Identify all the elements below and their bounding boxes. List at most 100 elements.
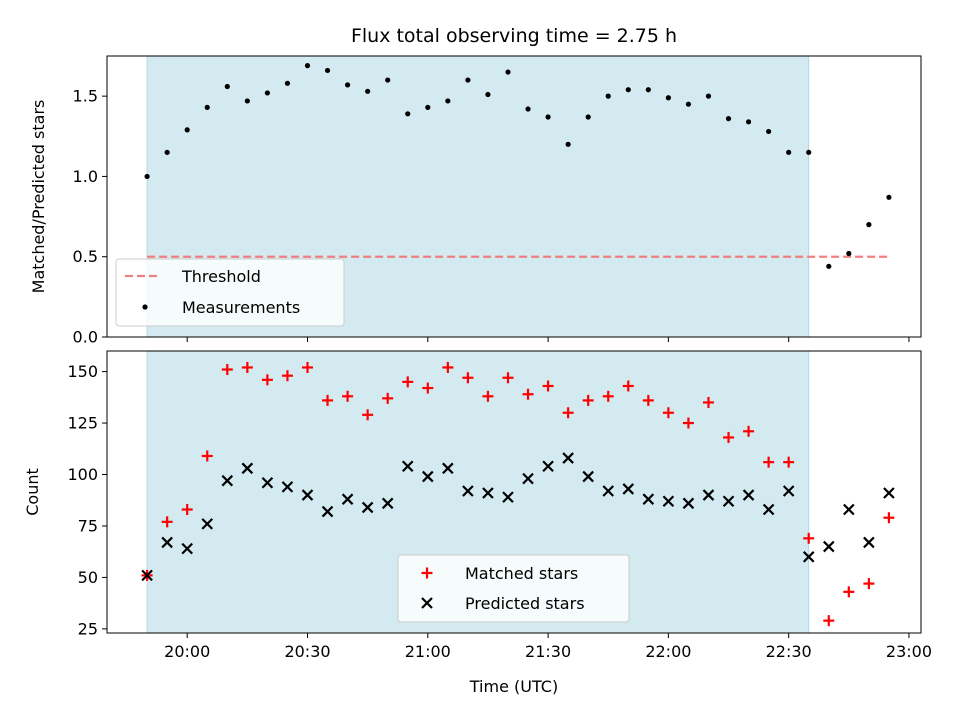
y-tick-label: 25 (78, 619, 98, 638)
marker-stroke (321, 505, 334, 518)
marker-stroke (301, 489, 314, 501)
data-point (642, 493, 655, 505)
y-tick-label: 0.0 (73, 328, 98, 347)
marker-stroke (843, 503, 855, 516)
y-tick-label: 100 (67, 465, 98, 484)
marker-stroke (542, 460, 554, 473)
data-point (425, 104, 431, 110)
data-point (562, 452, 574, 464)
data-point (462, 485, 474, 497)
x-tick-label: 20:30 (284, 642, 330, 661)
data-point (766, 128, 772, 135)
marker-stroke (582, 470, 594, 483)
legend-box (397, 554, 630, 623)
x-tick-label: 20:00 (164, 642, 210, 661)
x-tick-label: 23:00 (886, 642, 932, 661)
series-measurements (144, 63, 892, 269)
data-point (221, 364, 233, 376)
marker-stroke (221, 474, 234, 487)
legend-entry-matched: Matched stars (465, 564, 578, 583)
x-axis-label: Time (UTC) (469, 677, 558, 696)
data-point (502, 372, 514, 384)
data-point (803, 532, 815, 544)
y-tick-label: 75 (78, 516, 98, 535)
data-point (622, 483, 635, 495)
data-point (826, 263, 832, 269)
data-point (301, 361, 313, 373)
data-point (322, 394, 334, 406)
data-point (783, 456, 795, 468)
data-point (261, 476, 274, 489)
data-point (362, 409, 374, 421)
data-point (321, 505, 334, 518)
data-point (261, 374, 273, 386)
data-point (442, 462, 454, 475)
marker-stroke (762, 503, 775, 516)
chart-title: Flux total observing time = 2.75 h (351, 25, 677, 47)
marker-stroke (622, 483, 635, 495)
series-predicted-stars (141, 452, 895, 582)
marker-stroke (863, 536, 875, 549)
marker-stroke (381, 497, 394, 510)
data-point (344, 82, 351, 88)
legend-matched-swatch (421, 567, 433, 579)
data-point (401, 460, 414, 473)
data-point (702, 489, 715, 501)
data-point (762, 503, 775, 516)
marker-stroke (722, 495, 735, 508)
marker-stroke (502, 491, 514, 503)
series-matched-stars (141, 361, 895, 627)
marker-stroke (161, 536, 173, 549)
data-point (365, 88, 371, 94)
marker-stroke (141, 569, 153, 582)
data-point (144, 173, 150, 180)
data-point (241, 462, 254, 475)
data-point (782, 485, 795, 497)
data-point (485, 91, 491, 98)
data-point (645, 87, 651, 93)
y-tick-label: 1.0 (73, 167, 98, 186)
data-point (445, 98, 451, 104)
data-point (264, 90, 270, 96)
marker-stroke (742, 489, 755, 501)
y-tick-label: 150 (67, 362, 98, 381)
legend: Matched stars Predicted stars (397, 554, 630, 623)
data-point (883, 512, 895, 524)
data-point (181, 503, 193, 515)
data-point (525, 106, 531, 112)
data-point (201, 450, 213, 462)
axes-frame (106, 55, 922, 338)
marker-stroke (642, 493, 655, 505)
legend-entry-threshold: Threshold (181, 267, 261, 286)
data-point (181, 542, 193, 555)
marker-stroke (522, 472, 534, 485)
y-tick-label: 0.5 (73, 247, 98, 266)
marker-stroke (562, 452, 574, 464)
data-point (385, 77, 391, 83)
data-point (602, 485, 615, 497)
data-point (442, 361, 454, 373)
data-point (605, 93, 611, 99)
legend-measurements-swatch (142, 304, 148, 310)
data-point (465, 77, 471, 83)
data-point (505, 69, 511, 75)
data-point (482, 487, 494, 499)
data-point (161, 516, 173, 528)
data-point (502, 491, 514, 503)
x-tick-label: 21:30 (525, 642, 571, 661)
marker-stroke (462, 485, 474, 497)
data-point (284, 80, 291, 86)
panel-ratio: 0.0 0.5 1.0 1.5 Matched/Predicted stars Flux … (29, 25, 922, 347)
data-point (685, 101, 692, 107)
data-point (585, 114, 591, 120)
data-point (702, 396, 714, 408)
marker-stroke (682, 497, 695, 510)
data-point (662, 407, 674, 419)
data-point (822, 540, 835, 553)
marker-stroke (181, 542, 193, 555)
legend-box (115, 258, 345, 327)
marker-stroke (341, 493, 354, 505)
data-point (823, 615, 835, 627)
data-point (682, 417, 694, 429)
data-point (802, 551, 815, 563)
